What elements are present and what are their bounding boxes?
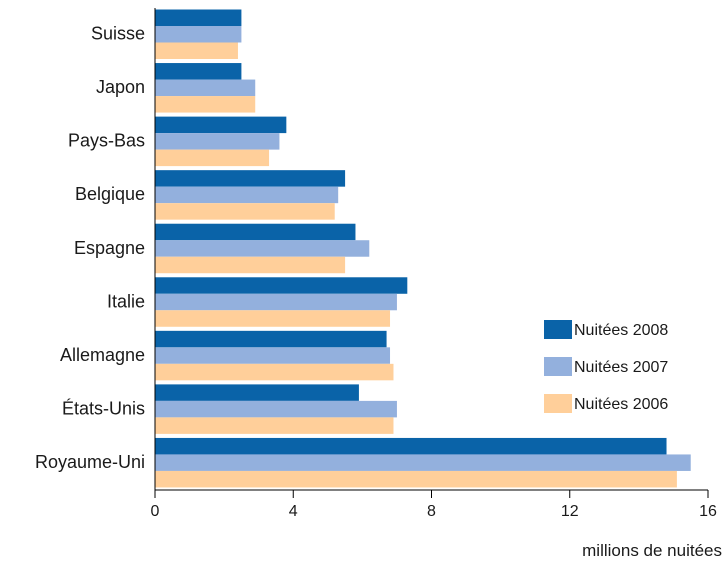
category-label: Japon xyxy=(96,77,145,97)
legend-label: Nuitées 2006 xyxy=(574,396,668,413)
legend-label: Nuitées 2008 xyxy=(574,322,668,339)
x-axis-ticks: 0 4 8 12 16 xyxy=(151,490,717,520)
bar-italie-3 xyxy=(155,310,391,327)
bar--tats-unis-1 xyxy=(155,384,359,401)
category-label: Royaume-Uni xyxy=(35,452,145,472)
category-label: Belgique xyxy=(75,184,145,204)
category-label: Pays-Bas xyxy=(68,131,145,151)
x-tick-label: 12 xyxy=(561,503,579,520)
bar-belgique-3 xyxy=(155,203,335,220)
legend-swatch xyxy=(544,357,572,376)
bar-royaume-uni-2 xyxy=(155,454,691,471)
category-labels: Suisse Japon Pays-Bas Belgique Espagne Italie… xyxy=(35,24,145,472)
bar-italie-2 xyxy=(155,293,397,311)
bar-royaume-uni-3 xyxy=(155,470,677,488)
bar-suisse-3 xyxy=(155,42,238,59)
legend-swatch xyxy=(544,394,572,413)
category-label: Italie xyxy=(107,291,145,311)
x-tick-label: 16 xyxy=(699,503,717,520)
x-axis-title: millions de nuitées xyxy=(582,541,722,560)
bar-allemagne-1 xyxy=(155,330,387,348)
bar-espagne-1 xyxy=(155,223,356,241)
bar-belgique-2 xyxy=(155,186,339,204)
x-tick-label: 8 xyxy=(427,503,436,520)
legend-swatch xyxy=(544,320,572,339)
bar-italie-1 xyxy=(155,277,408,294)
bar-suisse-2 xyxy=(155,26,242,43)
bar-pays-bas-2 xyxy=(155,133,280,150)
category-label: États-Unis xyxy=(62,398,145,418)
category-label: Allemagne xyxy=(60,345,145,365)
x-tick-label: 0 xyxy=(151,503,160,520)
bar-japon-1 xyxy=(155,63,242,80)
bar-royaume-uni-1 xyxy=(155,437,667,455)
bar-pays-bas-1 xyxy=(155,116,287,134)
category-label: Suisse xyxy=(91,24,145,44)
bar--tats-unis-3 xyxy=(155,417,394,434)
bar-pays-bas-3 xyxy=(155,149,270,167)
bar-belgique-1 xyxy=(155,170,346,187)
bar-espagne-3 xyxy=(155,256,346,274)
bar-allemagne-3 xyxy=(155,363,394,381)
bar-suisse-1 xyxy=(155,9,242,26)
bar-allemagne-2 xyxy=(155,347,391,364)
legend-label: Nuitées 2007 xyxy=(574,359,668,376)
bars-group xyxy=(155,9,691,488)
bar-espagne-2 xyxy=(155,240,370,257)
bar--tats-unis-2 xyxy=(155,400,397,418)
x-tick-label: 4 xyxy=(289,503,298,520)
bar-japon-3 xyxy=(155,96,256,113)
category-label: Espagne xyxy=(74,238,145,258)
legend: Nuitées 2008 Nuitées 2007 Nuitées 2006 xyxy=(544,320,668,413)
bar-japon-2 xyxy=(155,79,256,97)
